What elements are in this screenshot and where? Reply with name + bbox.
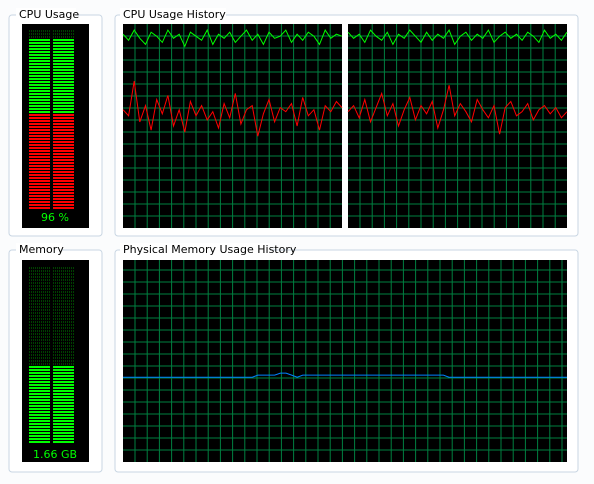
history-line <box>122 28 343 48</box>
meter-unlit <box>29 267 74 365</box>
grid <box>123 260 567 462</box>
label-bg <box>120 8 226 22</box>
meter-fill <box>29 366 74 443</box>
group-title: CPU Usage <box>19 8 79 21</box>
history-line <box>123 372 567 378</box>
group-title: Memory <box>19 243 64 256</box>
label-bg <box>16 243 62 257</box>
label-bg <box>16 8 76 22</box>
grid <box>123 24 342 228</box>
meter-kernel-fill <box>29 114 74 209</box>
memory-value: 1.66 GB <box>33 448 77 461</box>
meter-unlit <box>29 30 74 38</box>
history-line <box>347 29 568 46</box>
group-title: CPU Usage History <box>123 8 226 21</box>
cpu-value: 96 % <box>41 211 69 224</box>
grid <box>348 24 567 228</box>
label-bg <box>120 243 270 257</box>
meter-fill <box>29 39 74 113</box>
graph-panel <box>123 260 567 462</box>
history-line <box>122 81 343 137</box>
group-title: Physical Memory Usage History <box>123 243 297 256</box>
history-line <box>347 85 568 135</box>
